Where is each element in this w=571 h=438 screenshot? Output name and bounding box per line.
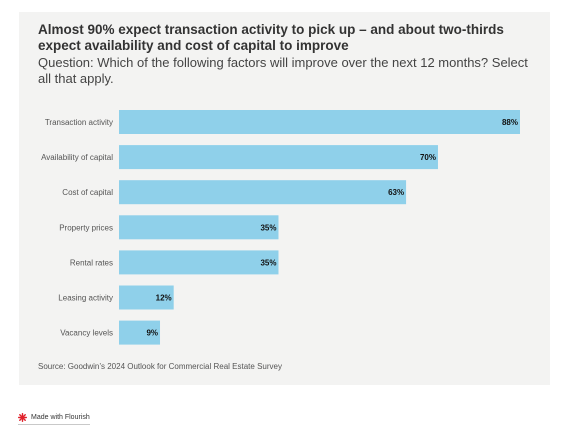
bar-value-label: 12%	[156, 294, 172, 303]
chart-subtitle: Question: Which of the following factors…	[38, 55, 528, 86]
made-with-flourish-link[interactable]: Made with Flourish	[18, 413, 90, 425]
category-label: Leasing activity	[58, 294, 113, 303]
chart-card: Almost 90% expect transaction activity t…	[19, 12, 550, 385]
bar[interactable]	[119, 145, 438, 170]
bar[interactable]	[119, 215, 279, 240]
bar-value-label: 88%	[502, 118, 518, 127]
source-note: Source: Goodwin’s 2024 Outlook for Comme…	[38, 362, 282, 371]
bar[interactable]	[119, 250, 279, 275]
bar-value-label: 35%	[260, 258, 276, 267]
category-label: Availability of capital	[41, 153, 113, 162]
bar-value-label: 9%	[146, 329, 158, 338]
bar-value-label: 63%	[388, 188, 404, 197]
category-label: Property prices	[59, 223, 113, 232]
category-label: Vacancy levels	[60, 329, 113, 338]
bar-chart: Transaction activity 88% Availability of c…	[41, 110, 520, 345]
bar[interactable]	[119, 320, 161, 345]
bar[interactable]	[119, 285, 174, 310]
bar[interactable]	[119, 110, 520, 134]
chart-title: Almost 90% expect transaction activity t…	[38, 22, 504, 53]
category-label: Transaction activity	[45, 118, 113, 127]
bar-value-label: 35%	[260, 223, 276, 232]
flourish-label: Made with Flourish	[31, 414, 90, 421]
bar[interactable]	[119, 180, 407, 205]
category-label: Cost of capital	[62, 188, 113, 197]
category-label: Rental rates	[70, 258, 113, 267]
bar-value-label: 70%	[420, 153, 436, 162]
flourish-logo-icon	[18, 413, 27, 422]
